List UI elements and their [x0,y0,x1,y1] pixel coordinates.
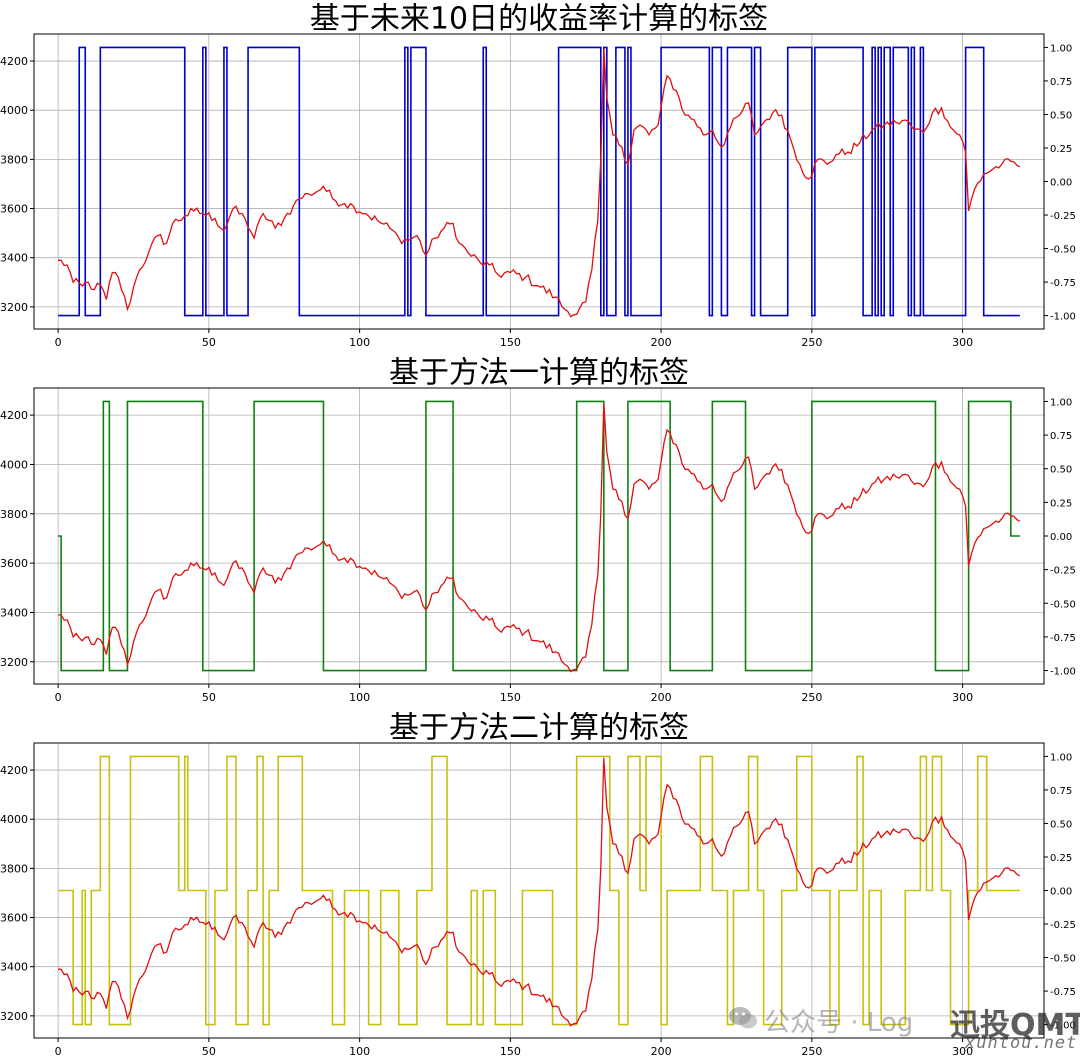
y2-tick-label: -0.50 [1050,245,1076,256]
y-tick-label: 3800 [0,862,28,875]
y-tick-label: 3200 [0,1010,28,1023]
x-tick-label: 300 [952,336,973,349]
x-tick-label: 300 [952,1045,973,1058]
y-tick-label: 3200 [0,301,28,314]
y2-tick-label: 0.00 [1050,887,1072,898]
y2-tick-label: 0.75 [1050,77,1072,88]
x-tick-label: 300 [952,691,973,704]
y-tick-label: 4200 [0,409,28,422]
y-tick-label: 3200 [0,656,28,669]
x-tick-label: 50 [202,1045,216,1058]
x-tick-label: 200 [651,691,672,704]
y2-tick-label: -0.50 [1050,599,1076,610]
x-tick-label: 0 [55,691,62,704]
x-tick-label: 100 [349,336,370,349]
y2-tick-label: 0.50 [1050,819,1072,830]
y-tick-label: 4000 [0,458,28,471]
plot-frame [33,387,1045,685]
y2-tick-label: 1.00 [1050,43,1072,54]
chart-panel-2: 基于方法一计算的标签 0 50 100 150 200 250 300 3200 3400 3600… [0,356,1076,705]
chart-title: 基于方法一计算的标签 [389,356,689,391]
chart-title: 基于方法二计算的标签 [389,711,689,746]
x-tick-label: 150 [500,1045,521,1058]
x-tick-label: 0 [55,336,62,349]
y2-tick-label: -0.25 [1050,211,1076,222]
y-tick-label: 3400 [0,961,28,974]
y2-tick-label: 0.25 [1050,498,1072,509]
y-tick-label: 3800 [0,153,28,166]
y2-tick-label: 0.50 [1050,465,1072,476]
y2-tick-label: 0.25 [1050,853,1072,864]
y2-tick-label: 1.00 [1050,397,1072,408]
y2-tick-label: 0.50 [1050,110,1072,121]
y2-tick-label: -0.75 [1050,633,1076,644]
y2-tick-label: -0.25 [1050,920,1076,931]
chart-panel-3: 基于方法二计算的标签 0 50 100 150 200 250 300 3200 3400 3600… [0,711,1076,1059]
y2-tick-label: -0.25 [1050,566,1076,577]
label-series-line [58,400,1020,672]
x-tick-label: 100 [349,691,370,704]
y-tick-label: 4200 [0,55,28,68]
y2-tick-label: 0.25 [1050,144,1072,155]
y-tick-label: 3400 [0,252,28,265]
x-tick-label: 250 [801,691,822,704]
x-tick-label: 200 [651,336,672,349]
y2-tick-label: 0.75 [1050,431,1072,442]
y-tick-label: 4200 [0,764,28,777]
x-tick-label: 200 [651,1045,672,1058]
y-tick-label: 3600 [0,203,28,216]
price-series-line [58,48,1021,318]
x-tick-label: 50 [202,336,216,349]
x-tick-label: 250 [801,1045,822,1058]
x-tick-label: 100 [349,1045,370,1058]
price-series-line [58,402,1021,673]
y2-tick-label: -0.75 [1050,278,1076,289]
chart-title: 基于未来10日的收益率计算的标签 [310,2,768,37]
y2-tick-label: -1.00 [1050,1021,1076,1032]
x-tick-label: 50 [202,691,216,704]
chart-panel-1: 基于未来10日的收益率计算的标签 0 50 100 150 200 250 300 3200 34… [0,2,1076,350]
y-tick-label: 4000 [0,104,28,117]
label-series-line [58,755,1020,1026]
y-tick-label: 3600 [0,557,28,570]
label-series-line [58,46,1020,317]
price-series-line [58,757,1021,1027]
y-tick-label: 4000 [0,813,28,826]
x-tick-label: 0 [55,1045,62,1058]
x-tick-label: 150 [500,336,521,349]
x-tick-label: 150 [500,691,521,704]
y2-tick-label: -1.00 [1050,312,1076,323]
y-tick-label: 3800 [0,508,28,521]
y2-tick-label: -1.00 [1050,667,1076,678]
y2-tick-label: 0.00 [1050,532,1072,543]
x-tick-label: 250 [801,336,822,349]
y2-tick-label: -0.50 [1050,954,1076,965]
y-tick-label: 3600 [0,912,28,925]
y-tick-label: 3400 [0,606,28,619]
y2-tick-label: -0.75 [1050,987,1076,998]
y2-tick-label: 0.75 [1050,786,1072,797]
y2-tick-label: 0.00 [1050,178,1072,189]
y2-tick-label: 1.00 [1050,752,1072,763]
